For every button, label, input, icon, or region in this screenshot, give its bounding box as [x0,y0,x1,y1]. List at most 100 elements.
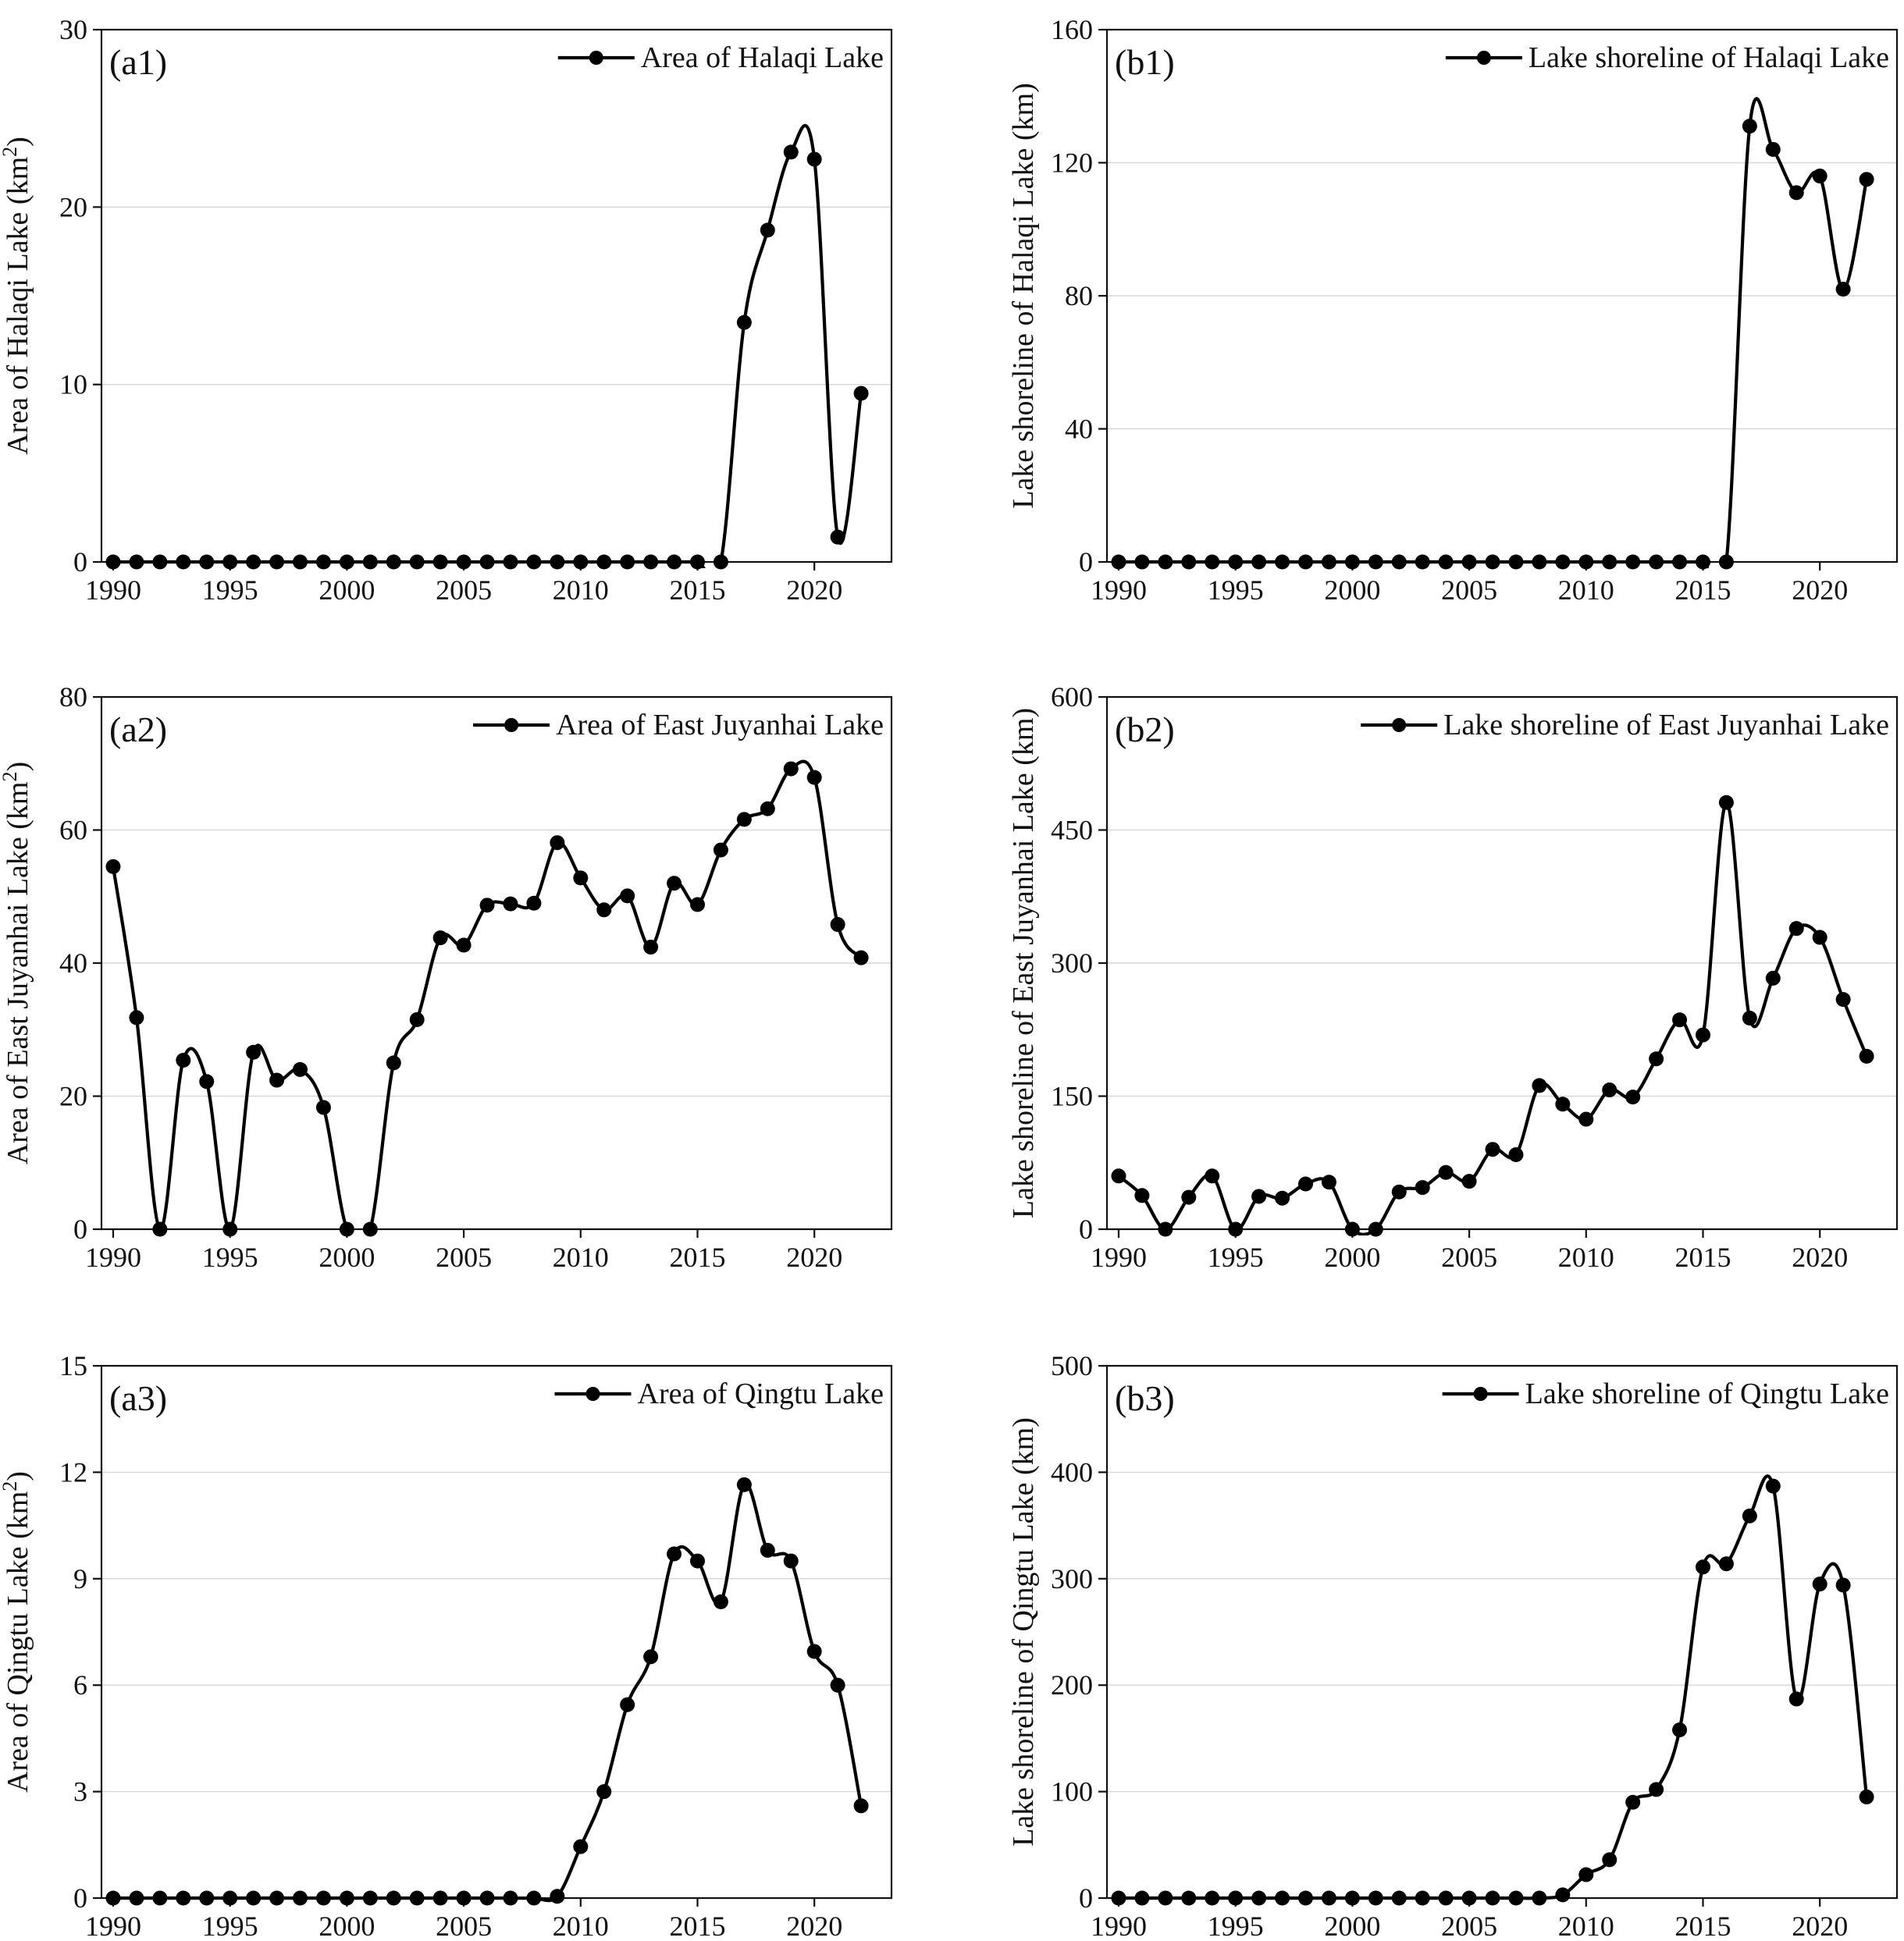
data-point [1602,554,1618,570]
data-point [246,1044,262,1060]
data-point [1835,281,1851,297]
x-tick-label: 1990 [85,1911,141,1941]
data-point [830,917,845,933]
data-point [1672,1012,1688,1028]
series-markers [105,144,869,570]
data-point [550,835,565,851]
x-tick-label: 2010 [1558,574,1614,606]
x-tick-label: 2015 [669,574,725,606]
y-tick-label: 20 [59,191,87,222]
legend-marker [1473,1387,1488,1401]
data-point [713,1594,728,1609]
y-tick-label: 15 [59,1350,87,1381]
data-point [853,1798,869,1814]
y-tick-label: 60 [59,815,87,846]
y-tick-label: 3 [73,1776,87,1808]
legend-label: Area of Halaqi Lake [641,41,884,74]
plot-frame [100,28,893,563]
panel-b2: 0 150 300 450 600 1990 1995 2000 2005 2010 2015 202… [1007,681,1899,1273]
data-point [667,1546,682,1562]
panel-b1: 0 40 80 120 160 1990 1995 2000 2005 2010 2015 2020 L… [1007,14,1899,606]
y-axis-title-close: ) [2,1471,34,1481]
data-point [1765,141,1781,157]
x-tick-label: 2005 [436,574,492,606]
x-tick-label: 2000 [1324,574,1380,606]
data-point [105,554,121,570]
data-point [1555,1887,1571,1903]
data-point [1649,1051,1664,1067]
data-point [1111,1168,1126,1184]
y-tick-label: 40 [1065,414,1093,445]
data-point [129,1890,144,1906]
data-point [783,1553,799,1569]
data-point [806,1644,822,1659]
data-point [503,1890,518,1906]
data-point [1344,1221,1360,1237]
data-point [760,222,775,238]
y-tick-label: 80 [1065,280,1093,311]
panel-label: (b2) [1115,709,1175,749]
y-axis-title: Lake shoreline of Qingtu Lake (km) [1007,1417,1040,1847]
series-line [111,123,863,568]
data-point [1438,1164,1454,1180]
y-axis-title: Area of Halaqi Lake (km2) [0,137,34,455]
panel-label: (a1) [109,42,167,82]
data-point [713,842,728,858]
y-tick-label: 20 [59,1081,87,1112]
data-point [1251,1890,1267,1906]
data-point [1485,1890,1500,1906]
x-tick-label: 2015 [1674,1242,1731,1273]
y-tick-label: 300 [1051,947,1093,979]
data-point [176,554,191,570]
y-axis-title-superscript: 2 [0,772,21,782]
data-point [222,1221,238,1237]
data-point [1649,1782,1664,1797]
y-tick-label: 0 [73,1214,87,1245]
data-point [1134,1188,1150,1203]
data-point [830,529,845,545]
series [111,1482,863,1903]
y-tick-label: 0 [73,546,87,578]
y-tick-label: 10 [59,369,87,400]
data-point [783,144,799,160]
data-point [409,1011,425,1027]
panel-label: (a3) [109,1378,167,1418]
data-point [269,1890,285,1906]
x-tick-label: 2020 [786,1911,842,1941]
data-point [1344,554,1360,570]
data-point [1438,1890,1454,1906]
panel-b3: 0 100 200 300 400 500 1990 1995 2000 2005 2010 2015… [1007,1350,1899,1941]
x-tick-label: 1995 [202,1242,258,1273]
y-tick-label: 80 [59,681,87,713]
data-point [479,1890,495,1906]
x-tick-label: 2000 [1324,1242,1380,1273]
data-point [1228,554,1244,570]
data-point [246,554,262,570]
data-point [1578,1111,1594,1127]
y-tick-label: 6 [73,1669,87,1701]
x-tick-label: 2010 [553,1911,609,1941]
data-point [1415,1180,1430,1196]
series [1116,97,1869,568]
y-tick-label: 0 [73,1882,87,1914]
x-tick-label: 2015 [1674,1911,1731,1941]
legend-marker [1476,51,1491,65]
legend-marker [1392,718,1407,732]
x-tick-label: 2005 [1441,1242,1497,1273]
data-point [269,1072,285,1088]
x-tick-label: 2010 [553,1242,609,1273]
data-point [1742,1508,1757,1523]
data-point [1672,1722,1688,1737]
y-axis-title-main: Lake shoreline of East Juyanhai Lake (km… [1007,708,1040,1218]
data-point [526,1890,542,1906]
data-point [1649,554,1664,570]
data-point [386,1890,401,1906]
data-point [432,1890,448,1906]
x-tick-label: 2015 [1674,574,1731,606]
x-tick-label: 2015 [669,1242,725,1273]
data-point [1344,1890,1360,1906]
data-point [1718,1556,1734,1572]
x-tick-label: 1995 [1208,1911,1264,1941]
series [1116,1474,1869,1900]
data-point [1275,554,1290,570]
